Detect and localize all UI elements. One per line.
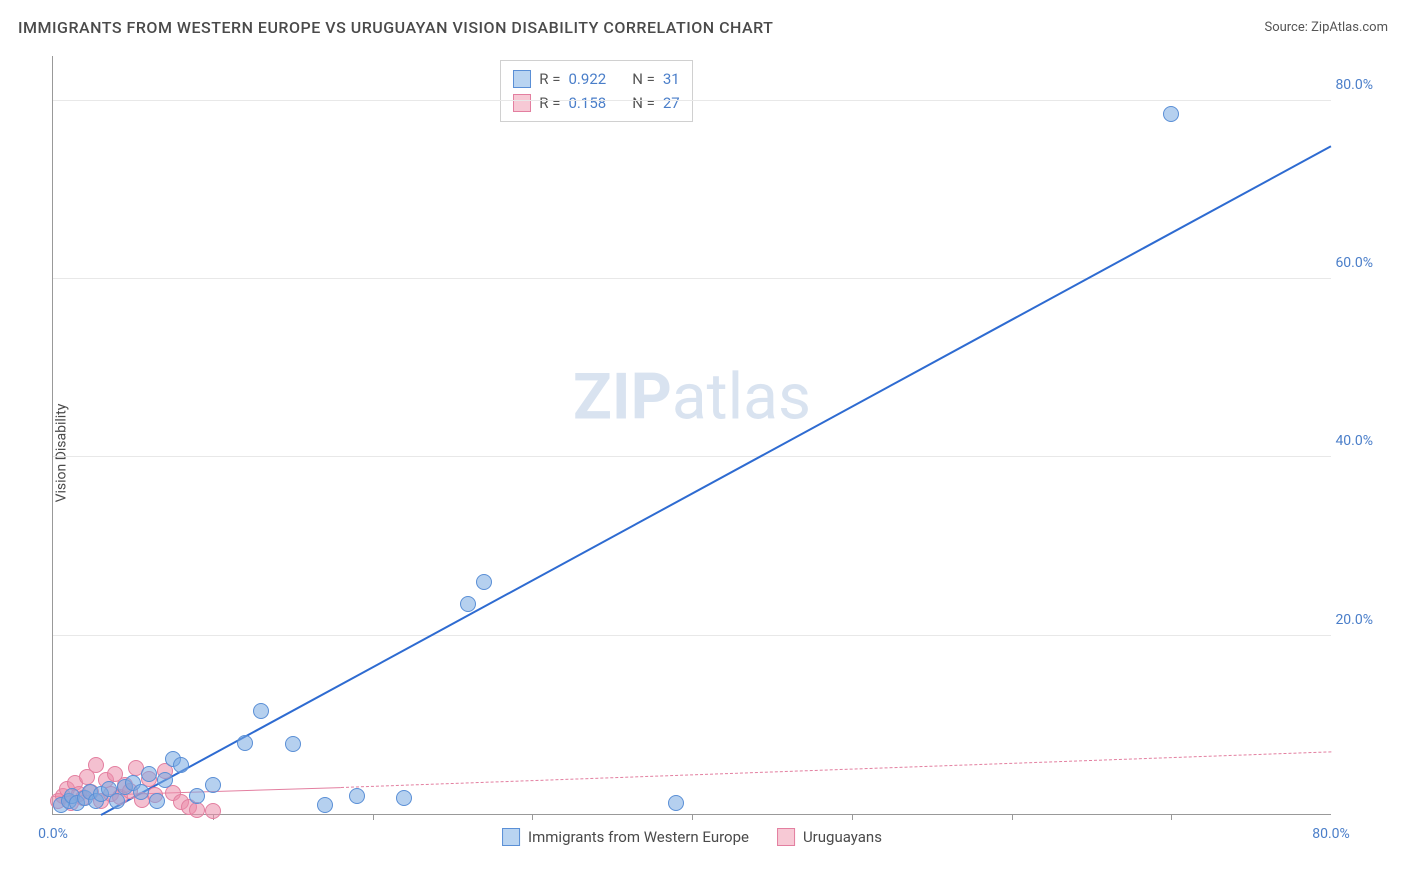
gridline bbox=[53, 635, 1331, 636]
x-tick bbox=[1012, 814, 1013, 820]
stat-label: N = bbox=[632, 91, 655, 115]
legend-label: Immigrants from Western Europe bbox=[528, 828, 749, 846]
stats-row: R = 0.158 N = 27 bbox=[513, 91, 679, 115]
x-tick bbox=[1171, 814, 1172, 820]
x-tick bbox=[532, 814, 533, 820]
stats-row: R = 0.922 N = 31 bbox=[513, 67, 679, 91]
data-point bbox=[460, 596, 476, 612]
data-point bbox=[285, 736, 301, 752]
swatch-icon bbox=[502, 828, 520, 846]
data-point bbox=[668, 795, 684, 811]
source-attribution: Source: ZipAtlas.com bbox=[1264, 20, 1388, 35]
swatch-icon bbox=[777, 828, 795, 846]
stat-value: 31 bbox=[663, 67, 680, 91]
data-point bbox=[253, 703, 269, 719]
x-tick-label: 80.0% bbox=[1312, 826, 1350, 842]
data-point bbox=[317, 797, 333, 813]
legend-item-blue: Immigrants from Western Europe bbox=[502, 828, 749, 846]
bottom-legend: Immigrants from Western Europe Uruguayan… bbox=[502, 828, 882, 846]
stat-label: R = bbox=[539, 91, 560, 115]
gridline bbox=[53, 456, 1331, 457]
swatch-icon bbox=[513, 94, 531, 112]
gridline bbox=[53, 278, 1331, 279]
stat-label: N = bbox=[632, 67, 655, 91]
trend-line bbox=[341, 752, 1331, 789]
trend-line bbox=[100, 145, 1331, 816]
data-point bbox=[157, 772, 173, 788]
x-tick bbox=[852, 814, 853, 820]
chart-title: IMMIGRANTS FROM WESTERN EUROPE VS URUGUA… bbox=[18, 18, 773, 37]
y-tick-label: 60.0% bbox=[1335, 255, 1373, 271]
swatch-icon bbox=[513, 70, 531, 88]
stats-legend-box: R = 0.922 N = 31 R = 0.158 N = 27 bbox=[500, 60, 692, 122]
plot-area: ZIPatlas R =0.922N =31R =0.158N =27 Immi… bbox=[52, 56, 1331, 815]
stat-value: 0.158 bbox=[569, 91, 607, 115]
y-tick-label: 40.0% bbox=[1335, 433, 1373, 449]
y-tick-label: 80.0% bbox=[1335, 77, 1373, 93]
data-point bbox=[396, 790, 412, 806]
data-point bbox=[237, 735, 253, 751]
legend-label: Uruguayans bbox=[803, 828, 882, 846]
data-point bbox=[205, 803, 221, 819]
data-point bbox=[349, 788, 365, 804]
stat-label: R = bbox=[539, 67, 560, 91]
watermark: ZIPatlas bbox=[573, 360, 811, 435]
data-point bbox=[189, 788, 205, 804]
data-point bbox=[149, 793, 165, 809]
plot-container: Vision Disability ZIPatlas R =0.922N =31… bbox=[52, 56, 1376, 850]
data-point bbox=[133, 784, 149, 800]
stat-value: 0.922 bbox=[569, 67, 607, 91]
x-tick-label: 0.0% bbox=[38, 826, 68, 842]
gridline bbox=[53, 100, 1331, 101]
data-point bbox=[1163, 106, 1179, 122]
data-point bbox=[173, 757, 189, 773]
legend-item-pink: Uruguayans bbox=[777, 828, 882, 846]
data-point bbox=[476, 574, 492, 590]
x-tick bbox=[373, 814, 374, 820]
data-point bbox=[205, 777, 221, 793]
y-tick-label: 20.0% bbox=[1335, 612, 1373, 628]
data-point bbox=[88, 757, 104, 773]
stat-value: 27 bbox=[663, 91, 680, 115]
data-point bbox=[141, 766, 157, 782]
x-tick bbox=[692, 814, 693, 820]
